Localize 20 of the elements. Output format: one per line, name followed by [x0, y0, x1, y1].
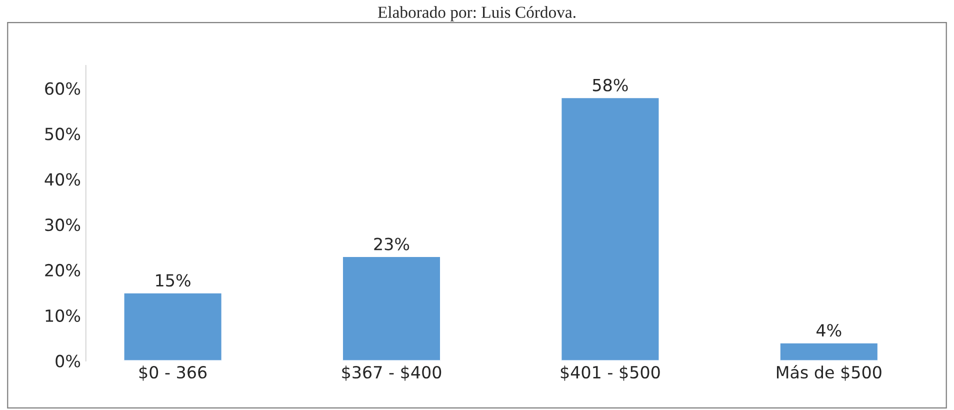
- x-tick-label: Más de $500: [776, 364, 882, 381]
- y-tick-label: 40%: [44, 173, 80, 186]
- bar: [560, 96, 660, 361]
- y-tick-label: 0%: [56, 354, 80, 368]
- x-tick-label: $0 - 366: [139, 366, 207, 381]
- y-tick-label: 60%: [45, 82, 80, 95]
- data-label: 4%: [816, 324, 842, 337]
- bar: [122, 292, 223, 361]
- y-tick-label: 10%: [46, 309, 80, 322]
- data-label: 15%: [156, 274, 190, 287]
- data-label: 23%: [374, 238, 410, 250]
- bar: [779, 342, 879, 361]
- data-label: 58%: [592, 78, 628, 92]
- bar: [342, 256, 442, 361]
- text: Elaborado por: Luis Córdova.: [378, 6, 576, 22]
- y-tick-label: 30%: [45, 218, 80, 232]
- x-tick-label: $401 - $500: [560, 366, 660, 381]
- y-tick-label: 50%: [45, 128, 80, 140]
- x-tick-label: $367 - $400: [342, 366, 442, 381]
- y-tick-label: 20%: [45, 264, 80, 277]
